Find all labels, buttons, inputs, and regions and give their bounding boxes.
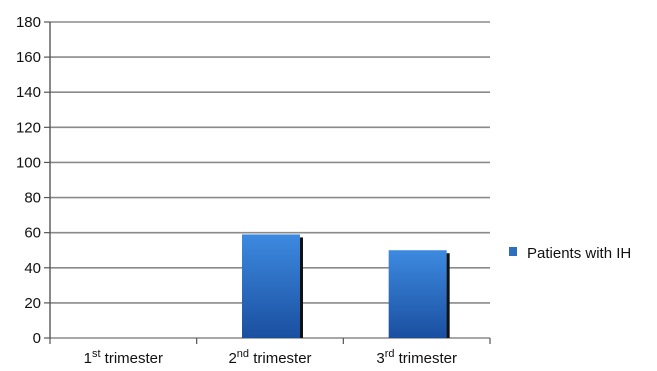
y-tick-label: 180: [16, 14, 41, 31]
bar: [242, 234, 300, 338]
y-tick-label: 140: [16, 84, 41, 101]
bar: [388, 250, 447, 338]
y-tick-label: 20: [24, 295, 41, 312]
x-axis: 1st trimester 2nd trimester 3rd trimester: [49, 338, 491, 367]
y-tick-label: 60: [24, 225, 41, 242]
gridlines: [50, 21, 490, 339]
y-tick-label: 160: [16, 49, 41, 66]
y-tick-label: 0: [33, 330, 41, 347]
y-tick-label: 100: [16, 154, 41, 171]
legend-swatch: [509, 247, 517, 256]
bars: [242, 234, 450, 338]
y-tick-label: 80: [24, 190, 41, 207]
x-tick-label: 2nd trimester: [228, 348, 311, 367]
legend-label: Patients with IH: [527, 245, 631, 262]
y-tick-label: 40: [24, 260, 41, 277]
legend: Patients with IH: [509, 245, 631, 262]
x-tick-label: 1st trimester: [84, 348, 163, 367]
y-axis: 0 20 40 60 80 100 120 140 160 180: [16, 14, 51, 347]
x-tick-label: 3rd trimester: [376, 348, 457, 367]
y-tick-label: 120: [16, 119, 41, 136]
